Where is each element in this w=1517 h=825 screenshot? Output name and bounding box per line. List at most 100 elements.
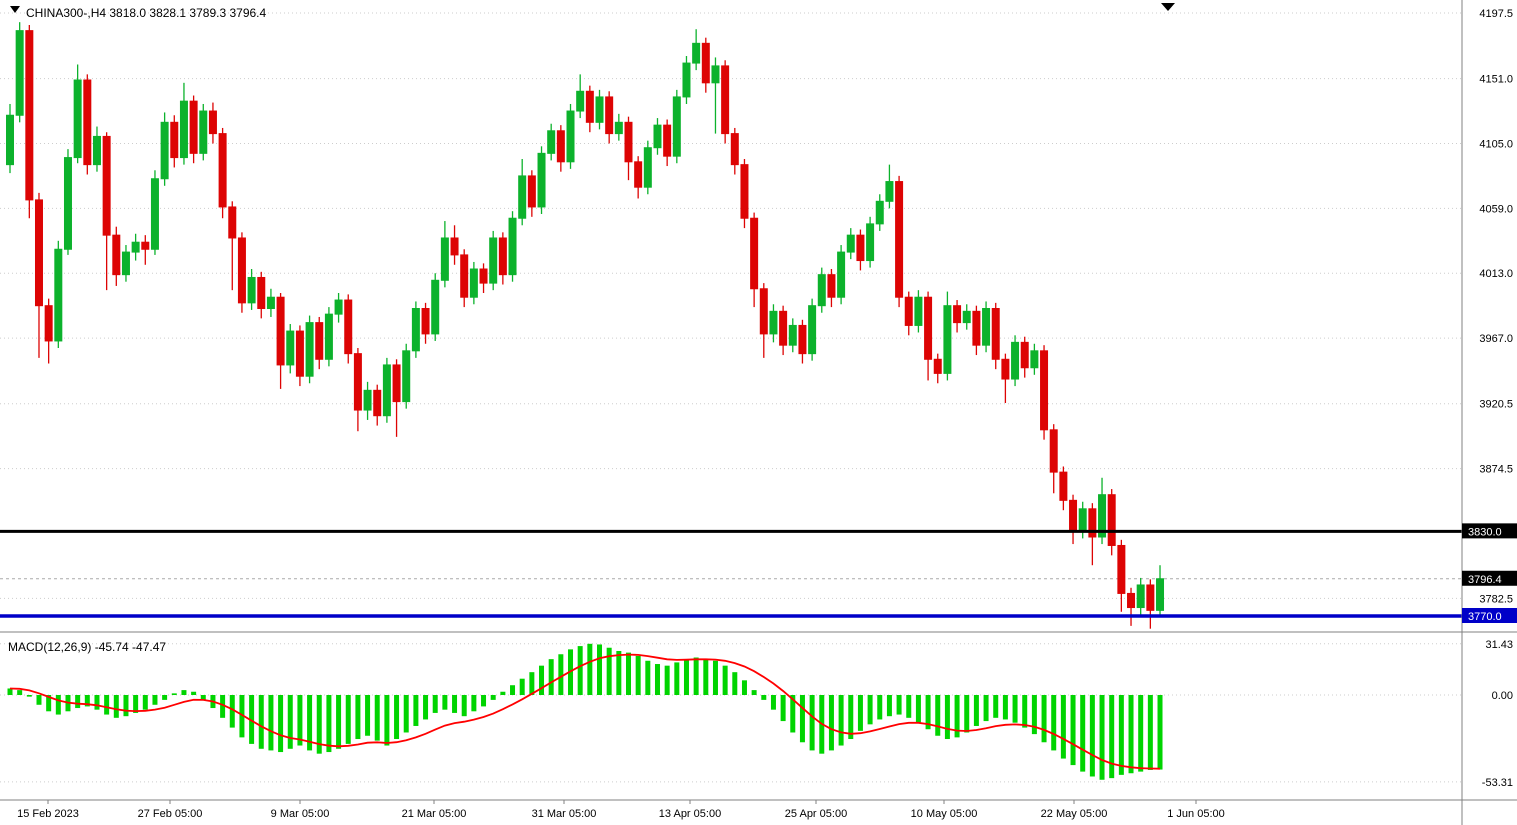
macd-histogram-bar	[336, 695, 342, 749]
macd-histogram-bar	[26, 695, 32, 697]
macd-histogram-bar	[558, 654, 564, 695]
symbol-dropdown-icon[interactable]	[10, 6, 20, 13]
macd-histogram-bar	[1089, 695, 1095, 777]
candle-body-up	[179, 100, 188, 159]
macd-histogram-bar	[983, 695, 989, 722]
macd-histogram-bar	[732, 672, 738, 695]
macd-histogram-bar	[239, 695, 245, 738]
candle-body-up	[692, 42, 701, 64]
macd-histogram-bar	[944, 695, 950, 740]
candle-body-up	[614, 121, 623, 135]
candle-body-up	[489, 237, 498, 284]
macd-histogram-bar	[954, 695, 960, 738]
chart-shift-marker-icon[interactable]	[1161, 3, 1175, 11]
candle-body-up	[92, 135, 101, 166]
macd-histogram-bar	[249, 695, 255, 744]
macd-histogram-bar	[1041, 695, 1047, 743]
candle-body-down	[827, 274, 836, 298]
macd-histogram-bar	[384, 695, 390, 746]
macd-histogram-bar	[229, 695, 235, 728]
time-tick-label[interactable]: 31 Mar 05:00	[532, 808, 597, 820]
candle-body-down	[730, 133, 739, 166]
candle-body-up	[411, 308, 420, 352]
candle-body-down	[25, 30, 34, 201]
candle-body-down	[527, 175, 536, 208]
price-badge	[1462, 570, 1517, 586]
macd-histogram-bar	[500, 691, 506, 695]
macd-histogram-bar	[17, 690, 23, 695]
candle-body-up	[363, 389, 372, 411]
candle-body-down	[740, 164, 749, 219]
candle-body-up	[121, 251, 130, 276]
time-tick-label[interactable]: 21 Mar 05:00	[402, 808, 467, 820]
candle-body-down	[295, 330, 304, 377]
macd-histogram-bar	[867, 695, 873, 725]
candle-body-up	[199, 110, 208, 154]
time-tick-label[interactable]: 1 Jun 05:00	[1167, 808, 1225, 820]
candle-body-up	[1078, 508, 1087, 532]
macd-histogram-bar	[326, 695, 332, 753]
candle-body-up	[943, 305, 952, 374]
macd-histogram-bar	[432, 695, 438, 713]
candle-body-down	[498, 237, 507, 276]
time-tick-label[interactable]: 25 Apr 05:00	[785, 808, 847, 820]
macd-histogram-bar	[490, 695, 496, 700]
candle-body-down	[421, 308, 430, 335]
macd-histogram-bar	[519, 678, 525, 695]
candle-body-up	[566, 110, 575, 163]
time-tick-label[interactable]: 9 Mar 05:00	[271, 808, 330, 820]
macd-histogram-bar	[452, 695, 458, 713]
macd-histogram-bar	[857, 695, 863, 731]
candle-body-up	[431, 279, 440, 335]
macd-histogram-bar	[307, 695, 313, 751]
candle-body-up	[682, 62, 691, 98]
macd-histogram-bar	[964, 695, 970, 733]
candle-body-down	[1020, 341, 1029, 369]
price-badge	[1462, 608, 1517, 623]
candle-body-up	[885, 181, 894, 202]
candle-body-down	[1040, 350, 1049, 431]
candle-body-down	[624, 121, 633, 163]
time-tick-label[interactable]: 15 Feb 2023	[17, 808, 79, 820]
macd-histogram-bar	[1147, 695, 1153, 770]
macd-histogram-bar	[258, 695, 264, 749]
candle-body-up	[508, 217, 517, 276]
candle-body-up	[305, 322, 314, 377]
macd-histogram-bar	[152, 695, 158, 705]
time-tick-label[interactable]: 22 May 05:00	[1041, 808, 1108, 820]
macd-histogram-bar	[1051, 695, 1057, 751]
candle-body-up	[1136, 584, 1145, 609]
time-tick-label[interactable]: 13 Apr 05:00	[659, 808, 721, 820]
candle-body-down	[1001, 358, 1010, 380]
macd-histogram-bar	[162, 695, 168, 700]
candle-body-up	[469, 268, 478, 298]
candle-body-down	[991, 308, 1000, 360]
macd-histogram-bar	[94, 695, 100, 710]
macd-histogram-bar	[664, 665, 670, 695]
macd-histogram-bar	[973, 695, 979, 726]
time-tick-label[interactable]: 27 Feb 05:00	[138, 808, 203, 820]
macd-histogram-bar	[1118, 695, 1124, 775]
macd-histogram-bar	[142, 695, 148, 710]
candle-body-up	[653, 124, 662, 149]
macd-histogram-bar	[1099, 695, 1105, 780]
macd-histogram-bar	[751, 690, 757, 695]
candle-body-up	[846, 234, 855, 253]
candle-body-down	[856, 234, 865, 262]
candle-body-down	[450, 237, 459, 256]
candle-body-up	[440, 237, 449, 281]
candle-body-down	[972, 310, 981, 346]
macd-tick-label: 31.43	[1485, 639, 1513, 651]
time-tick-label[interactable]: 10 May 05:00	[911, 808, 978, 820]
candle-body-down	[141, 241, 150, 250]
candle-body-down	[218, 133, 227, 208]
macd-histogram-bar	[442, 695, 448, 710]
candle-body-up	[382, 364, 391, 417]
macd-histogram-bar	[906, 695, 912, 718]
macd-histogram-bar	[481, 695, 487, 707]
macd-histogram-bar	[394, 695, 400, 740]
candle-body-up	[672, 96, 681, 157]
macd-histogram-bar	[790, 695, 796, 733]
macd-histogram-bar	[7, 688, 13, 695]
